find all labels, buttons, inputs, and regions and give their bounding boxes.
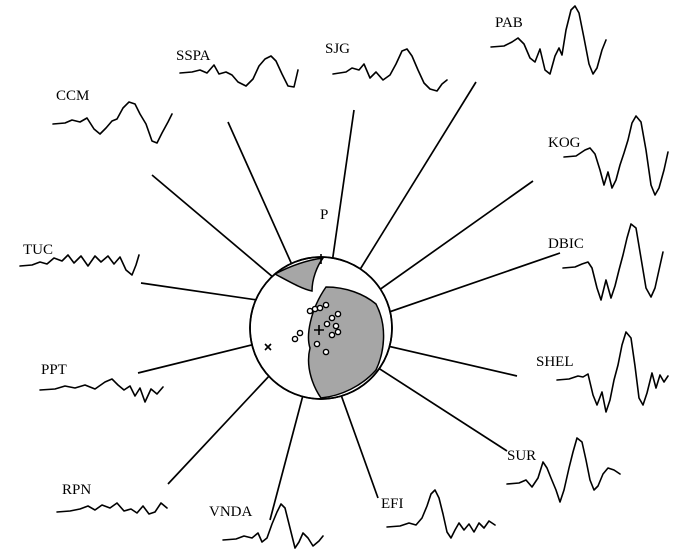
waveform-dbic xyxy=(562,223,664,301)
waveform-vnda xyxy=(222,503,324,549)
compressional-quadrant-main xyxy=(307,286,385,399)
station-label-sjg: SJG xyxy=(325,41,350,57)
obs-dot xyxy=(334,328,342,336)
station-label-ppt: PPT xyxy=(41,362,67,378)
waveform-pab xyxy=(490,5,607,75)
station-label-sur: SUR xyxy=(507,448,536,464)
waveform-sspa xyxy=(179,55,299,88)
station-label-dbic: DBIC xyxy=(548,236,584,252)
station-label-ccm: CCM xyxy=(56,88,89,104)
obs-dot xyxy=(291,335,299,343)
obs-dot xyxy=(313,340,321,348)
obs-dot xyxy=(296,329,304,337)
obs-dot xyxy=(322,301,330,309)
station-labels: SSPA SJG PAB CCM KOG TUC DBIC PPT SHEL S… xyxy=(23,15,584,520)
waveform-ccm xyxy=(52,101,173,144)
obs-dot xyxy=(334,310,342,318)
seismograms xyxy=(19,5,669,549)
station-label-kog: KOG xyxy=(548,135,581,151)
compressional-quadrant-upper xyxy=(273,257,325,292)
waveform-sur xyxy=(506,437,621,503)
waveform-shel xyxy=(556,331,669,413)
obs-dot xyxy=(332,322,340,330)
t-axis-cross-icon xyxy=(264,343,272,351)
station-label-efi: EFI xyxy=(381,496,404,512)
obs-dot xyxy=(328,314,336,322)
waveform-ppt xyxy=(39,378,164,403)
station-label-shel: SHEL xyxy=(536,354,574,370)
station-label-tuc: TUC xyxy=(23,242,53,258)
obs-dot xyxy=(328,331,336,339)
waveform-kog xyxy=(563,115,669,196)
waveform-tuc xyxy=(19,254,140,276)
center-plus-icon xyxy=(314,325,324,335)
waveform-rpn xyxy=(56,502,168,515)
focal-sphere xyxy=(249,254,393,400)
obs-dot xyxy=(316,304,324,312)
p-axis-label: P xyxy=(320,207,328,223)
obs-dot xyxy=(323,320,331,328)
waveform-sjg xyxy=(332,48,448,92)
polarity-observations xyxy=(291,301,342,356)
waveform-efi xyxy=(386,489,496,539)
station-label-vnda: VNDA xyxy=(209,504,252,520)
station-label-sspa: SSPA xyxy=(176,48,211,64)
obs-dot xyxy=(322,348,330,356)
station-label-pab: PAB xyxy=(495,15,523,31)
station-label-rpn: RPN xyxy=(62,482,91,498)
